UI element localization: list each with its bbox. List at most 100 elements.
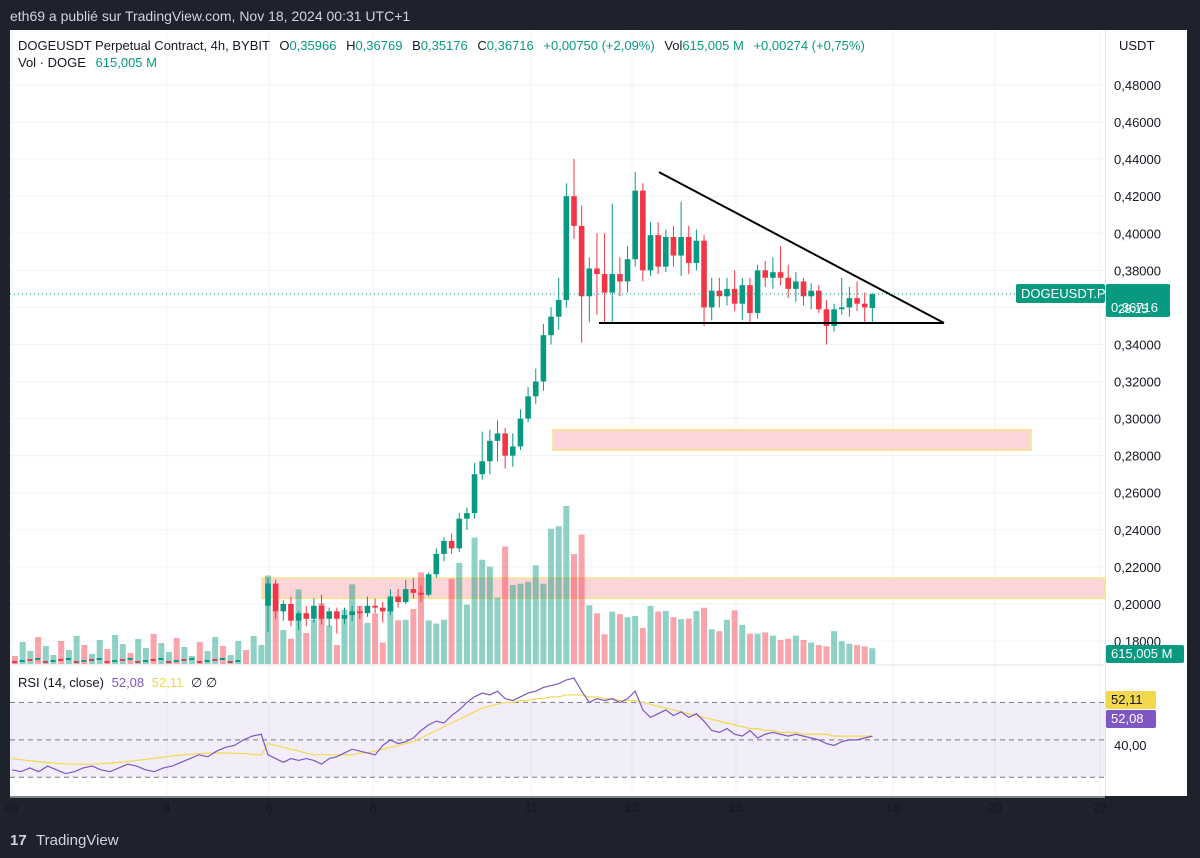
- candle-body: [846, 298, 853, 308]
- candle-body: [58, 659, 64, 661]
- candle-body: [762, 270, 769, 278]
- volume-bar: [800, 639, 807, 664]
- candle-body: [119, 659, 125, 661]
- candle-body: [35, 658, 41, 660]
- volume-bar: [624, 617, 631, 664]
- rsi-pane: [10, 664, 1105, 778]
- candle-body: [502, 433, 508, 456]
- volume-bar: [356, 605, 363, 664]
- price-tick-label: 0,28000: [1114, 449, 1161, 464]
- volume-bar: [517, 583, 524, 664]
- candle-body: [854, 298, 860, 304]
- time-tick-label: 22: [1093, 800, 1107, 815]
- candle-body: [823, 309, 830, 326]
- footer: 17 TradingView: [0, 822, 1200, 858]
- candle-body: [578, 225, 585, 297]
- candle-body: [50, 660, 56, 662]
- candle-body: [19, 660, 25, 662]
- candle-body: [777, 272, 784, 278]
- rsi-ma-badge-bg: [1106, 691, 1156, 709]
- volume-bar: [792, 635, 799, 664]
- price-tick-label: 0,38000: [1114, 263, 1161, 278]
- candle-body: [81, 660, 87, 662]
- volume-bar: [456, 562, 463, 664]
- triangle-upper-line: [658, 171, 945, 324]
- volume-bar: [364, 622, 371, 664]
- candle-body: [701, 240, 707, 308]
- volume-bar: [219, 646, 226, 664]
- price-tick-label: 0,40000: [1114, 226, 1161, 241]
- candle-body: [42, 661, 48, 663]
- candle-body: [838, 307, 845, 310]
- candle-body: [96, 658, 102, 660]
- volume-bar: [349, 584, 356, 664]
- volume-bar: [310, 619, 317, 664]
- volume-bar: [777, 639, 784, 664]
- price-scale[interactable]: [1105, 30, 1188, 796]
- volume-bar: [379, 642, 386, 664]
- vol-change: +0,00274 (+0,75%): [753, 38, 865, 53]
- candle-body: [624, 259, 631, 282]
- volume-bar: [532, 565, 539, 664]
- volume-bar: [716, 631, 723, 664]
- volume-bar: [135, 639, 142, 664]
- candle-body: [357, 611, 363, 614]
- volume-bar: [854, 645, 861, 664]
- time-tick-label: 6: [265, 800, 272, 815]
- volume-bar: [65, 650, 72, 664]
- time-tick-label: 20: [988, 800, 1002, 815]
- volume-bar: [869, 648, 876, 664]
- rsi-line: [11, 677, 873, 775]
- candle-body: [517, 418, 524, 447]
- volume-bar: [486, 566, 493, 664]
- price-tick-label: 0,42000: [1114, 189, 1161, 204]
- volume-bar: [272, 599, 279, 664]
- price-tick-label: 0,26000: [1114, 486, 1161, 501]
- time-tick-label: 13: [625, 800, 639, 815]
- publish-info: eth69 a publié sur TradingView.com, Nov …: [10, 8, 411, 24]
- volume-bar: [402, 619, 409, 664]
- candle-body: [724, 288, 730, 297]
- rsi-value: 52,08: [111, 675, 145, 690]
- volume-bar: [578, 534, 585, 664]
- volume-bar: [395, 620, 402, 664]
- chart-frame[interactable]: [10, 30, 1105, 796]
- volume-bar: [678, 619, 685, 664]
- price-tick-label: 0,22000: [1114, 560, 1161, 575]
- candle-body: [135, 661, 141, 663]
- candle-body: [318, 605, 325, 619]
- time-tick-label: 18: [886, 800, 900, 815]
- candle-body: [418, 592, 424, 595]
- candle-body: [785, 277, 791, 289]
- volume-bar: [639, 627, 646, 664]
- currency-label[interactable]: USDT: [1119, 38, 1155, 53]
- volume-bar: [142, 648, 149, 664]
- candle-body: [609, 274, 616, 293]
- candle-body: [456, 518, 463, 549]
- volume-bar: [662, 610, 669, 664]
- volume-bar: [448, 578, 455, 664]
- candle-body: [754, 270, 761, 313]
- volume-bar: [540, 583, 547, 664]
- time-tick-label: 11: [524, 800, 538, 815]
- candle-body: [410, 589, 417, 593]
- volume-bars: [12, 506, 876, 664]
- volume-bar: [104, 649, 111, 664]
- volume-bar: [655, 611, 662, 664]
- low-value: 0,35176: [420, 38, 468, 53]
- candle-body: [73, 661, 79, 663]
- volume-bar: [571, 554, 577, 664]
- candle-body: [678, 236, 684, 256]
- rsi-empty-icons: ∅ ∅: [190, 675, 218, 690]
- candle-body: [655, 235, 661, 267]
- volume-bar: [73, 636, 80, 664]
- volume-bar: [204, 651, 211, 664]
- volume-bar: [181, 647, 188, 664]
- close-label: C: [477, 38, 487, 53]
- volume-bar: [150, 634, 157, 664]
- candle-body: [189, 658, 195, 660]
- volume-legend: Vol · DOGE 615,005 M: [18, 55, 157, 70]
- volume-bar: [96, 640, 103, 664]
- price-badge-bg: [1106, 284, 1170, 318]
